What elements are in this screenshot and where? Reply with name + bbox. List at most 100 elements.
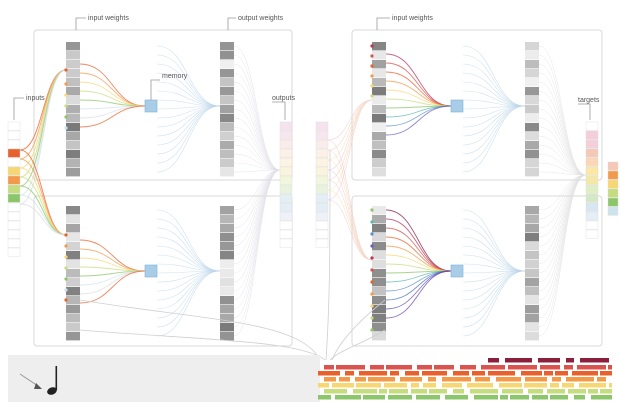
inputs-vector-cell — [7, 229, 21, 239]
target-edge-vector-cell — [607, 179, 619, 189]
piano-roll-note — [445, 395, 468, 400]
piano-roll-note — [600, 371, 612, 376]
weight-node-dot — [370, 316, 374, 320]
piano-roll-note — [370, 365, 384, 370]
output-weights-top-right-cell — [525, 168, 539, 177]
input-weights-top-right-cell — [372, 69, 386, 78]
piano-roll-note — [521, 371, 542, 376]
piano-roll-note — [568, 389, 586, 394]
input-weights-top-right-cell — [372, 78, 386, 87]
output-weights-bottom-right-cell — [525, 224, 539, 233]
input-weights-top-right-cell — [372, 105, 386, 114]
fan-mem-out-top-left — [156, 45, 221, 173]
piano-roll-note — [475, 377, 490, 382]
fan-mem-out-top-left-curve — [156, 105, 221, 164]
fan-mem-out-bottom-right-curve — [462, 227, 526, 272]
weight-node-dot — [370, 64, 374, 68]
output-weights-top-right-cell — [525, 60, 539, 69]
fan-mem-out-bottom-right-curve — [462, 218, 526, 272]
fan-to-outputs-top-curve — [233, 144, 281, 171]
weight-node-dot — [370, 94, 374, 98]
fan-in-mem-bottom-right-curve — [385, 270, 452, 319]
fan-in-mem-top-left-curve — [79, 72, 146, 107]
piano-roll-note — [597, 377, 606, 382]
fan-in-mem-bottom-left-curve — [79, 266, 146, 272]
output-weights-bottom-left — [220, 206, 234, 341]
input-weights-bottom-left-cell — [66, 287, 80, 296]
fan-mid-bottom-curve — [327, 149, 373, 261]
output-weights-bottom-left-cell — [220, 332, 234, 341]
weight-node-dot — [64, 233, 68, 237]
piano-roll-note — [442, 383, 462, 388]
weight-node-dot — [64, 104, 68, 108]
input-weights-bottom-left-cell — [66, 215, 80, 224]
output-weights-bottom-right-cell — [525, 305, 539, 314]
piano-roll-note — [368, 377, 395, 382]
output-weights-top-right-cell — [525, 78, 539, 87]
label-input-weights-left: input weights — [88, 15, 129, 22]
piano-roll-note — [453, 389, 464, 394]
output-weights-bottom-right-cell — [525, 314, 539, 323]
piano-roll-note — [552, 377, 561, 382]
piano-roll-note — [528, 389, 543, 394]
output-weights-bottom-left-cell — [220, 206, 234, 215]
arrow-pointer-icon — [19, 373, 42, 389]
piano-roll-note — [324, 377, 336, 382]
targets-vector-cell — [585, 130, 599, 140]
inputs-vector-cell — [7, 193, 21, 203]
fan-to-targets-bottom-curve — [538, 174, 587, 229]
targets-vector-cell — [585, 121, 599, 131]
fan-mem-out-bottom-right-curve — [462, 270, 526, 292]
weight-node-dot — [64, 126, 68, 130]
weight-node-dot — [370, 54, 374, 58]
fan-to-outputs-top-curve — [233, 135, 281, 171]
output-weights-top-right-cell — [525, 69, 539, 78]
fan-mem-out-top-right-curve — [462, 81, 526, 107]
output-weights-bottom-left-cell — [220, 323, 234, 332]
targets-vector-cell — [585, 184, 599, 194]
label-input-weights-right: input weights — [392, 15, 433, 22]
fan-to-outputs-bottom-curve — [233, 169, 281, 337]
fan-to-outputs-bottom-curve — [233, 169, 281, 220]
outputs-vector-cell — [279, 238, 293, 248]
output-weights-top-left-cell — [220, 123, 234, 132]
fan-in-mem-top-right-curve — [385, 71, 452, 107]
piano-roll-note — [508, 365, 537, 370]
inputs-vector-cell — [7, 148, 21, 158]
input-weights-bottom-left-cell — [66, 224, 80, 233]
target-edge-vector-cell — [607, 206, 619, 216]
piano-roll-note — [488, 371, 515, 376]
output-weights-bottom-right-cell — [525, 269, 539, 278]
output-weights-bottom-right-cell — [525, 278, 539, 287]
memory-cell-top-right — [450, 99, 464, 113]
outputs-vector-cell — [279, 184, 293, 194]
output-weights-bottom-left-cell — [220, 296, 234, 305]
output-weights-bottom-left-cell — [220, 269, 234, 278]
fan-to-targets-top-curve — [538, 144, 587, 176]
input-weights-bottom-right-cell — [372, 269, 386, 278]
input-weights-bottom-right-cell — [372, 296, 386, 305]
output-weights-bottom-right — [525, 206, 539, 341]
weight-node-dot — [64, 93, 68, 97]
memory-cell-top-left — [144, 99, 158, 113]
fan-mid-bottom-curve — [327, 169, 373, 261]
piano-roll-note — [579, 383, 606, 388]
fan-mem-out-bottom-right-curve — [462, 209, 526, 272]
targets-vector-cell — [585, 139, 599, 149]
input-weights-top-right-cell — [372, 132, 386, 141]
piano-roll-note — [510, 395, 529, 400]
fan-inputs-top-curve — [19, 69, 67, 205]
piano-roll-note — [505, 358, 532, 363]
fan-mid-bottom-curve — [327, 179, 373, 261]
mid-inputs-vector-cell — [315, 148, 329, 158]
targets-vector-cell — [585, 211, 599, 221]
weight-columns — [7, 42, 619, 341]
label-inputs: inputs — [26, 95, 45, 102]
fan-to-targets-bottom-curve — [538, 174, 587, 337]
input-weights-bottom-left-cell — [66, 305, 80, 314]
input-weights-top-left-cell — [66, 78, 80, 87]
fan-inputs-bottom-curve — [19, 167, 67, 236]
output-weights-top-right-cell — [525, 150, 539, 159]
fan-mem-out-top-left-curve — [156, 45, 221, 107]
piano-roll-note — [339, 377, 350, 382]
